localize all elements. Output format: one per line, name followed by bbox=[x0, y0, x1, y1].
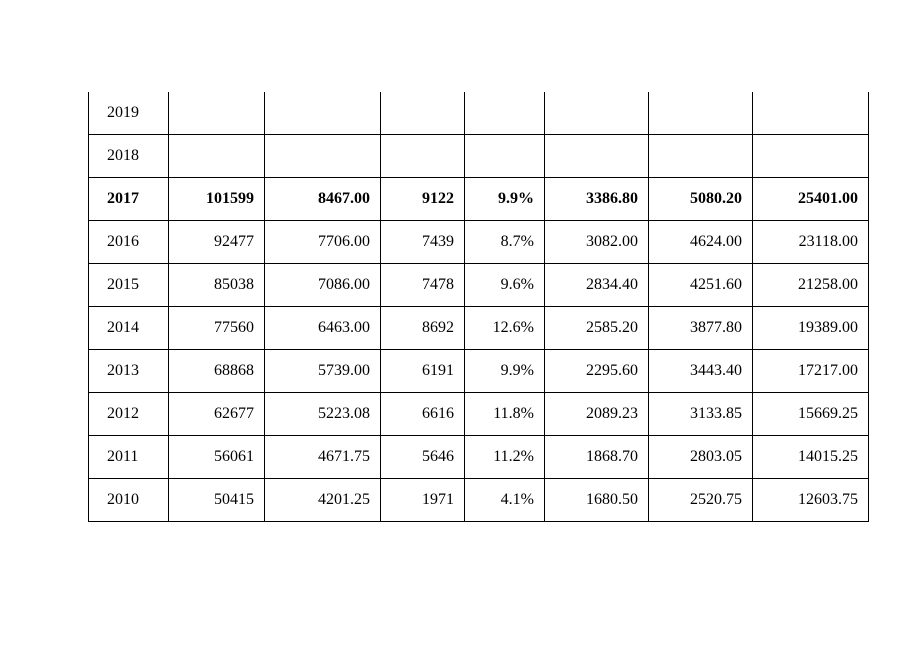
value-cell bbox=[465, 92, 545, 135]
value-cell: 4251.60 bbox=[649, 264, 753, 307]
value-cell: 2295.60 bbox=[545, 350, 649, 393]
value-cell: 92477 bbox=[169, 221, 265, 264]
value-cell: 4.1% bbox=[465, 479, 545, 522]
value-cell: 17217.00 bbox=[753, 350, 869, 393]
value-cell: 6191 bbox=[381, 350, 465, 393]
value-cell: 56061 bbox=[169, 436, 265, 479]
value-cell: 2585.20 bbox=[545, 307, 649, 350]
value-cell: 2803.05 bbox=[649, 436, 753, 479]
value-cell bbox=[169, 135, 265, 178]
value-cell: 101599 bbox=[169, 178, 265, 221]
value-cell: 5646 bbox=[381, 436, 465, 479]
value-cell bbox=[465, 135, 545, 178]
year-cell: 2013 bbox=[89, 350, 169, 393]
value-cell: 62677 bbox=[169, 393, 265, 436]
year-cell: 2015 bbox=[89, 264, 169, 307]
value-cell: 9.6% bbox=[465, 264, 545, 307]
value-cell: 68868 bbox=[169, 350, 265, 393]
value-cell: 11.2% bbox=[465, 436, 545, 479]
value-cell: 8692 bbox=[381, 307, 465, 350]
value-cell: 6463.00 bbox=[265, 307, 381, 350]
value-cell: 9.9% bbox=[465, 178, 545, 221]
table-row: 2016924777706.0074398.7%3082.004624.0023… bbox=[89, 221, 869, 264]
value-cell: 8467.00 bbox=[265, 178, 381, 221]
value-cell: 7706.00 bbox=[265, 221, 381, 264]
value-cell: 5739.00 bbox=[265, 350, 381, 393]
value-cell: 15669.25 bbox=[753, 393, 869, 436]
value-cell bbox=[265, 135, 381, 178]
value-cell: 4201.25 bbox=[265, 479, 381, 522]
value-cell: 3082.00 bbox=[545, 221, 649, 264]
year-cell: 2016 bbox=[89, 221, 169, 264]
value-cell: 77560 bbox=[169, 307, 265, 350]
value-cell: 3386.80 bbox=[545, 178, 649, 221]
value-cell: 50415 bbox=[169, 479, 265, 522]
table-row: 2019 bbox=[89, 92, 869, 135]
value-cell: 19389.00 bbox=[753, 307, 869, 350]
value-cell: 2520.75 bbox=[649, 479, 753, 522]
value-cell: 2834.40 bbox=[545, 264, 649, 307]
value-cell: 85038 bbox=[169, 264, 265, 307]
year-cell: 2019 bbox=[89, 92, 169, 135]
value-cell: 4671.75 bbox=[265, 436, 381, 479]
value-cell bbox=[381, 135, 465, 178]
year-cell: 2014 bbox=[89, 307, 169, 350]
value-cell: 8.7% bbox=[465, 221, 545, 264]
value-cell bbox=[649, 92, 753, 135]
table-row: 2012626775223.08661611.8%2089.233133.851… bbox=[89, 393, 869, 436]
year-cell: 2018 bbox=[89, 135, 169, 178]
value-cell: 2089.23 bbox=[545, 393, 649, 436]
value-cell: 14015.25 bbox=[753, 436, 869, 479]
value-cell bbox=[169, 92, 265, 135]
table-row: 20171015998467.0091229.9%3386.805080.202… bbox=[89, 178, 869, 221]
value-cell: 23118.00 bbox=[753, 221, 869, 264]
value-cell bbox=[265, 92, 381, 135]
year-cell: 2011 bbox=[89, 436, 169, 479]
value-cell: 9122 bbox=[381, 178, 465, 221]
value-cell: 7439 bbox=[381, 221, 465, 264]
table-row: 2011560614671.75564611.2%1868.702803.051… bbox=[89, 436, 869, 479]
data-table: 2019201820171015998467.0091229.9%3386.80… bbox=[88, 92, 869, 522]
value-cell: 11.8% bbox=[465, 393, 545, 436]
value-cell: 1971 bbox=[381, 479, 465, 522]
value-cell bbox=[753, 92, 869, 135]
value-cell: 7478 bbox=[381, 264, 465, 307]
value-cell bbox=[545, 92, 649, 135]
value-cell: 12.6% bbox=[465, 307, 545, 350]
value-cell bbox=[753, 135, 869, 178]
year-cell: 2012 bbox=[89, 393, 169, 436]
year-cell: 2017 bbox=[89, 178, 169, 221]
value-cell: 3877.80 bbox=[649, 307, 753, 350]
value-cell bbox=[381, 92, 465, 135]
table-row: 2010504154201.2519714.1%1680.502520.7512… bbox=[89, 479, 869, 522]
value-cell: 3443.40 bbox=[649, 350, 753, 393]
value-cell: 1868.70 bbox=[545, 436, 649, 479]
table-row: 2015850387086.0074789.6%2834.404251.6021… bbox=[89, 264, 869, 307]
value-cell bbox=[545, 135, 649, 178]
table-row: 2018 bbox=[89, 135, 869, 178]
page: 2019201820171015998467.0091229.9%3386.80… bbox=[0, 0, 920, 652]
value-cell: 5080.20 bbox=[649, 178, 753, 221]
value-cell: 3133.85 bbox=[649, 393, 753, 436]
value-cell: 12603.75 bbox=[753, 479, 869, 522]
table-row: 2014775606463.00869212.6%2585.203877.801… bbox=[89, 307, 869, 350]
value-cell: 21258.00 bbox=[753, 264, 869, 307]
value-cell: 6616 bbox=[381, 393, 465, 436]
value-cell bbox=[649, 135, 753, 178]
year-cell: 2010 bbox=[89, 479, 169, 522]
value-cell: 4624.00 bbox=[649, 221, 753, 264]
value-cell: 9.9% bbox=[465, 350, 545, 393]
value-cell: 1680.50 bbox=[545, 479, 649, 522]
table-row: 2013688685739.0061919.9%2295.603443.4017… bbox=[89, 350, 869, 393]
value-cell: 7086.00 bbox=[265, 264, 381, 307]
value-cell: 5223.08 bbox=[265, 393, 381, 436]
value-cell: 25401.00 bbox=[753, 178, 869, 221]
